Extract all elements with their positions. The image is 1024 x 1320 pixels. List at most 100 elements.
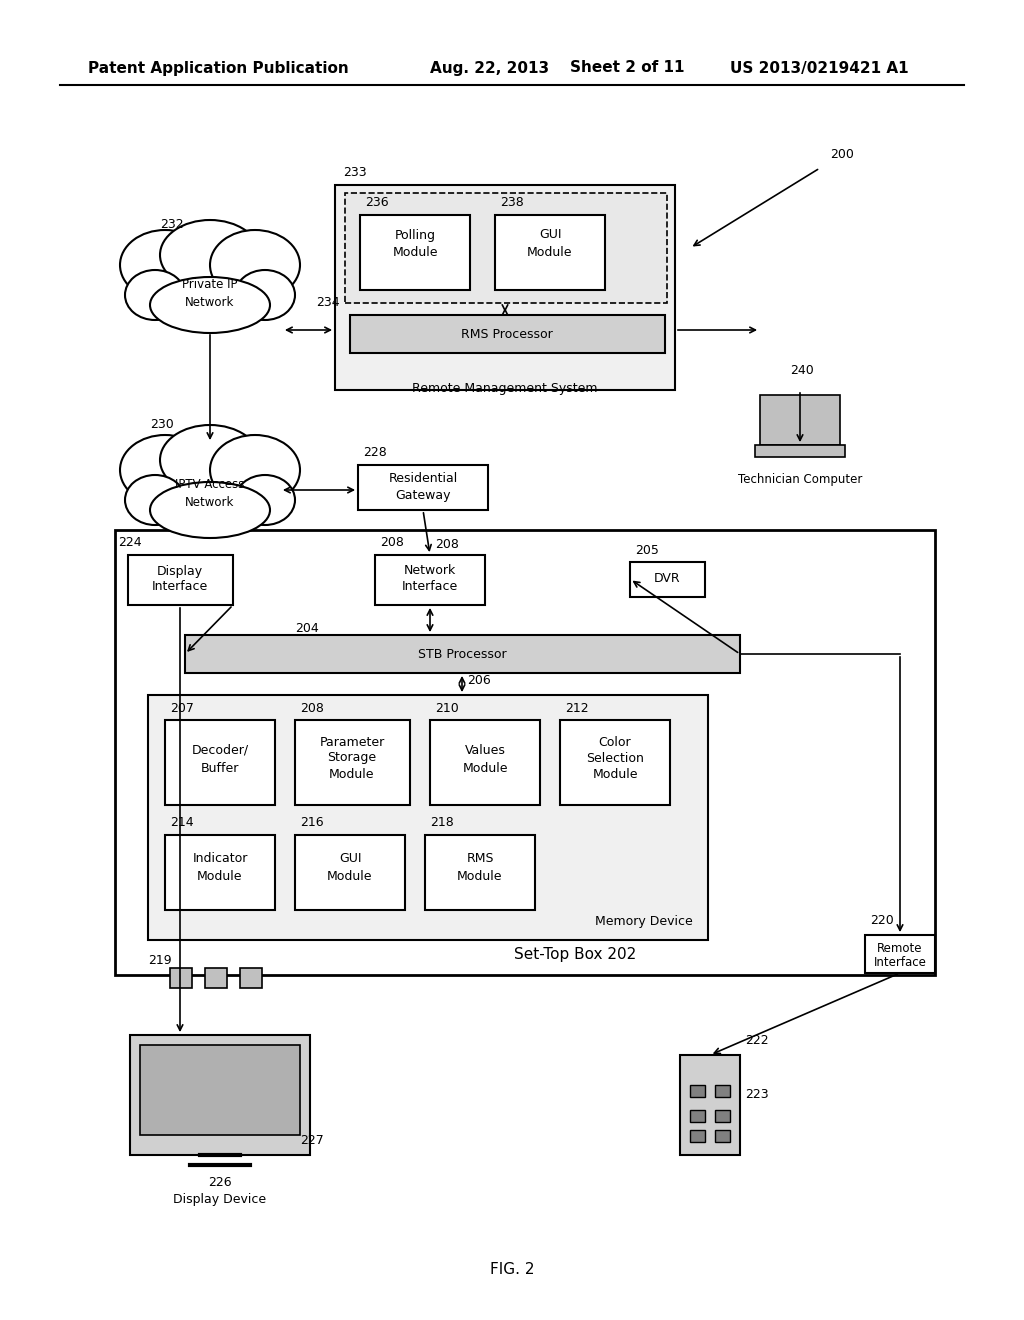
FancyBboxPatch shape <box>345 193 667 304</box>
FancyBboxPatch shape <box>690 1085 705 1097</box>
Text: Set-Top Box 202: Set-Top Box 202 <box>514 948 636 962</box>
Text: Network: Network <box>403 565 456 578</box>
Text: Indicator: Indicator <box>193 853 248 866</box>
FancyBboxPatch shape <box>165 836 275 909</box>
Text: 200: 200 <box>830 149 854 161</box>
Text: 208: 208 <box>380 536 403 549</box>
Text: GUI: GUI <box>339 853 361 866</box>
FancyBboxPatch shape <box>205 968 227 987</box>
Text: Technician Computer: Technician Computer <box>738 474 862 487</box>
Text: 230: 230 <box>150 418 174 432</box>
Text: 214: 214 <box>170 817 194 829</box>
Text: Aug. 22, 2013: Aug. 22, 2013 <box>430 61 549 75</box>
Ellipse shape <box>150 277 270 333</box>
Text: 216: 216 <box>300 817 324 829</box>
Text: Display Device: Display Device <box>173 1193 266 1206</box>
FancyBboxPatch shape <box>240 968 262 987</box>
FancyBboxPatch shape <box>295 836 406 909</box>
FancyBboxPatch shape <box>715 1110 730 1122</box>
Text: 227: 227 <box>300 1134 324 1147</box>
Text: Color: Color <box>599 735 632 748</box>
FancyBboxPatch shape <box>430 719 540 805</box>
Text: Module: Module <box>462 762 508 775</box>
Text: 222: 222 <box>745 1034 769 1047</box>
Text: STB Processor: STB Processor <box>418 648 506 660</box>
FancyBboxPatch shape <box>358 465 488 510</box>
FancyBboxPatch shape <box>115 531 935 975</box>
Ellipse shape <box>210 230 300 300</box>
FancyBboxPatch shape <box>375 554 485 605</box>
FancyBboxPatch shape <box>425 836 535 909</box>
FancyBboxPatch shape <box>630 562 705 597</box>
Text: Display: Display <box>157 565 203 578</box>
Text: 236: 236 <box>365 197 389 210</box>
Text: Module: Module <box>392 247 437 260</box>
Text: Polling: Polling <box>394 228 435 242</box>
FancyBboxPatch shape <box>715 1085 730 1097</box>
Text: Values: Values <box>465 743 506 756</box>
Text: Buffer: Buffer <box>201 762 240 775</box>
Text: US 2013/0219421 A1: US 2013/0219421 A1 <box>730 61 908 75</box>
Text: Gateway: Gateway <box>395 488 451 502</box>
Ellipse shape <box>120 436 210 506</box>
FancyBboxPatch shape <box>165 719 275 805</box>
FancyBboxPatch shape <box>148 696 708 940</box>
Text: Network: Network <box>185 297 234 309</box>
Ellipse shape <box>140 240 280 330</box>
Text: 218: 218 <box>430 817 454 829</box>
Text: Module: Module <box>592 767 638 780</box>
Text: 220: 220 <box>870 915 894 928</box>
Text: Storage: Storage <box>328 751 377 764</box>
Text: 233: 233 <box>343 166 367 180</box>
Ellipse shape <box>210 436 300 506</box>
Text: 210: 210 <box>435 701 459 714</box>
Text: 234: 234 <box>316 297 340 309</box>
FancyBboxPatch shape <box>865 935 935 973</box>
FancyBboxPatch shape <box>130 1035 310 1155</box>
Text: 212: 212 <box>565 701 589 714</box>
Text: 208: 208 <box>435 539 459 552</box>
FancyBboxPatch shape <box>360 215 470 290</box>
Text: Module: Module <box>330 767 375 780</box>
Text: Parameter: Parameter <box>319 735 385 748</box>
Text: RMS: RMS <box>466 853 494 866</box>
Ellipse shape <box>160 425 260 495</box>
FancyBboxPatch shape <box>185 635 740 673</box>
Text: 240: 240 <box>790 363 814 376</box>
Text: 204: 204 <box>295 622 318 635</box>
Text: 224: 224 <box>118 536 141 549</box>
Text: FIG. 2: FIG. 2 <box>489 1262 535 1278</box>
Text: Decoder/: Decoder/ <box>191 743 249 756</box>
FancyBboxPatch shape <box>350 315 665 352</box>
FancyBboxPatch shape <box>690 1110 705 1122</box>
FancyBboxPatch shape <box>128 554 233 605</box>
Text: Memory Device: Memory Device <box>595 915 693 928</box>
Ellipse shape <box>120 230 210 300</box>
Text: Interface: Interface <box>152 581 208 594</box>
Text: 207: 207 <box>170 701 194 714</box>
Ellipse shape <box>125 271 185 319</box>
Text: Interface: Interface <box>401 581 458 594</box>
Text: RMS Processor: RMS Processor <box>461 327 553 341</box>
FancyBboxPatch shape <box>495 215 605 290</box>
Ellipse shape <box>234 475 295 525</box>
Text: GUI: GUI <box>539 228 561 242</box>
Text: 208: 208 <box>300 701 324 714</box>
Text: Patent Application Publication: Patent Application Publication <box>88 61 349 75</box>
Text: Private IP: Private IP <box>182 279 238 292</box>
Text: Remote: Remote <box>878 941 923 954</box>
Text: IPTV Access: IPTV Access <box>175 479 245 491</box>
Text: Remote Management System: Remote Management System <box>413 381 598 395</box>
Ellipse shape <box>150 482 270 539</box>
FancyBboxPatch shape <box>560 719 670 805</box>
FancyBboxPatch shape <box>755 445 845 457</box>
FancyBboxPatch shape <box>295 719 410 805</box>
Ellipse shape <box>140 445 280 535</box>
Text: Module: Module <box>328 870 373 883</box>
FancyBboxPatch shape <box>690 1130 705 1142</box>
Text: Module: Module <box>198 870 243 883</box>
FancyBboxPatch shape <box>140 1045 300 1135</box>
Text: 228: 228 <box>362 446 387 459</box>
Text: Sheet 2 of 11: Sheet 2 of 11 <box>570 61 684 75</box>
FancyBboxPatch shape <box>760 395 840 445</box>
